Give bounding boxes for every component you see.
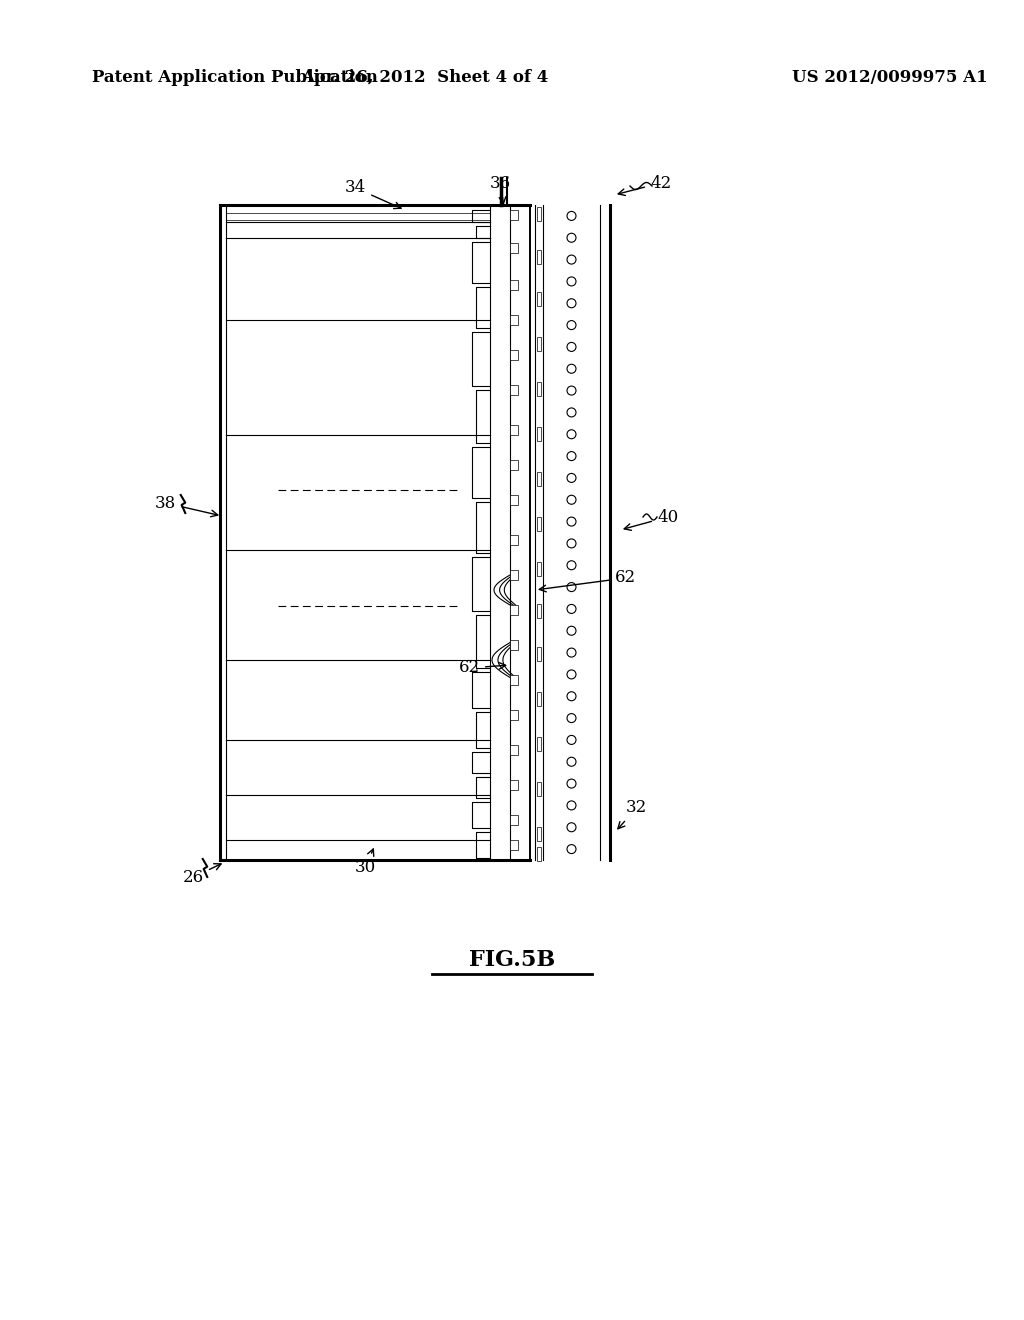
Bar [510,605,518,615]
Bar [510,315,518,325]
Bar [537,605,541,618]
Bar [510,350,518,360]
Bar [537,737,541,751]
Bar [510,840,518,850]
Text: Patent Application Publication: Patent Application Publication [92,70,378,87]
Text: 34: 34 [345,180,401,209]
Bar [537,847,541,861]
Text: Apr. 26, 2012  Sheet 4 of 4: Apr. 26, 2012 Sheet 4 of 4 [301,70,549,87]
Bar [537,828,541,841]
Text: US 2012/0099975 A1: US 2012/0099975 A1 [792,70,987,87]
Bar [510,675,518,685]
Text: 30: 30 [355,849,376,875]
Bar [537,562,541,576]
Bar [537,249,541,264]
Bar [537,692,541,706]
Bar [537,426,541,441]
Text: 40: 40 [625,508,678,531]
Bar [537,517,541,531]
Bar [510,495,518,506]
Bar [537,337,541,351]
Bar [510,210,518,220]
Bar [510,744,518,755]
Text: 38: 38 [155,495,218,516]
Bar [510,535,518,545]
Text: 42: 42 [618,174,672,195]
Bar [510,814,518,825]
Text: 36: 36 [490,174,511,203]
Bar [537,207,541,220]
Text: FIG.5B: FIG.5B [469,949,555,972]
Bar [510,640,518,649]
Text: 62: 62 [540,569,636,591]
Bar [510,780,518,789]
Bar [537,473,541,486]
Bar [537,381,541,396]
Bar [510,280,518,290]
Bar [510,570,518,579]
Bar [510,710,518,719]
Bar [537,647,541,661]
Bar [510,459,518,470]
Bar [537,292,541,306]
Bar [510,243,518,253]
Text: 32: 32 [617,800,647,829]
Bar [510,385,518,395]
Bar [510,425,518,436]
Text: 26: 26 [183,863,221,886]
Bar [537,781,541,796]
Text: 62: 62 [459,660,506,676]
